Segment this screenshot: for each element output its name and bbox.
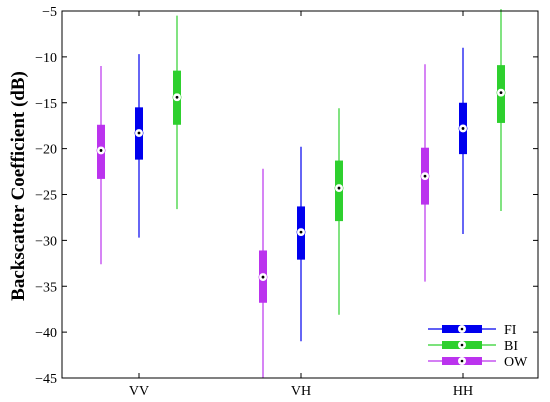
legend-item-OW: OW (428, 355, 528, 370)
x-tick-label: VV (129, 384, 149, 399)
legend-marker-dot (460, 327, 464, 331)
axis-layer: −45 −40 −35 −30 −25 −20 −15 −10 −5 VV VH HH (35, 5, 538, 399)
legend-item-FI: FI (428, 323, 517, 338)
y-axis-title: Backscatter Coefficient (dB) (8, 71, 29, 301)
y-tick-label: −45 (35, 372, 57, 387)
median-dot (261, 275, 265, 279)
legend-label: BI (504, 339, 518, 354)
y-tick-label: −20 (35, 143, 57, 158)
box-OW-VH (258, 168, 268, 378)
median-dot (461, 127, 465, 130)
median-dot (337, 186, 341, 190)
box-FI-VV (134, 54, 144, 238)
plot-layer (96, 9, 506, 378)
y-tick-label: −30 (35, 234, 57, 249)
y-tick-label: −25 (35, 189, 57, 204)
y-tick-label: −10 (35, 51, 57, 66)
box-BI-HH (496, 9, 506, 212)
x-tick-label: HH (453, 384, 473, 399)
plot-frame (61, 10, 539, 379)
box-BI-VV (172, 15, 182, 210)
median-dot (137, 131, 141, 135)
median-dot (499, 91, 503, 95)
y-tick-label: −35 (35, 280, 57, 295)
median-dot (99, 149, 103, 152)
box-OW-HH (420, 64, 430, 282)
median-dot (299, 230, 303, 234)
legend-marker-dot (460, 359, 464, 363)
legend-item-BI: BI (428, 339, 518, 354)
legend-label: OW (504, 355, 528, 370)
legend-marker-dot (460, 343, 464, 347)
box-BI-VH (334, 108, 344, 315)
legend-label: FI (504, 323, 517, 338)
box-OW-VV (96, 66, 106, 265)
y-tick-label: −5 (42, 5, 57, 20)
box-FI-VH (296, 146, 306, 342)
median-dot (423, 174, 427, 178)
median-dot (175, 95, 179, 99)
x-tick-label: VH (291, 384, 311, 399)
y-tick-label: −15 (35, 97, 57, 112)
y-tick-label: −40 (35, 326, 57, 341)
box-FI-HH (458, 47, 468, 234)
